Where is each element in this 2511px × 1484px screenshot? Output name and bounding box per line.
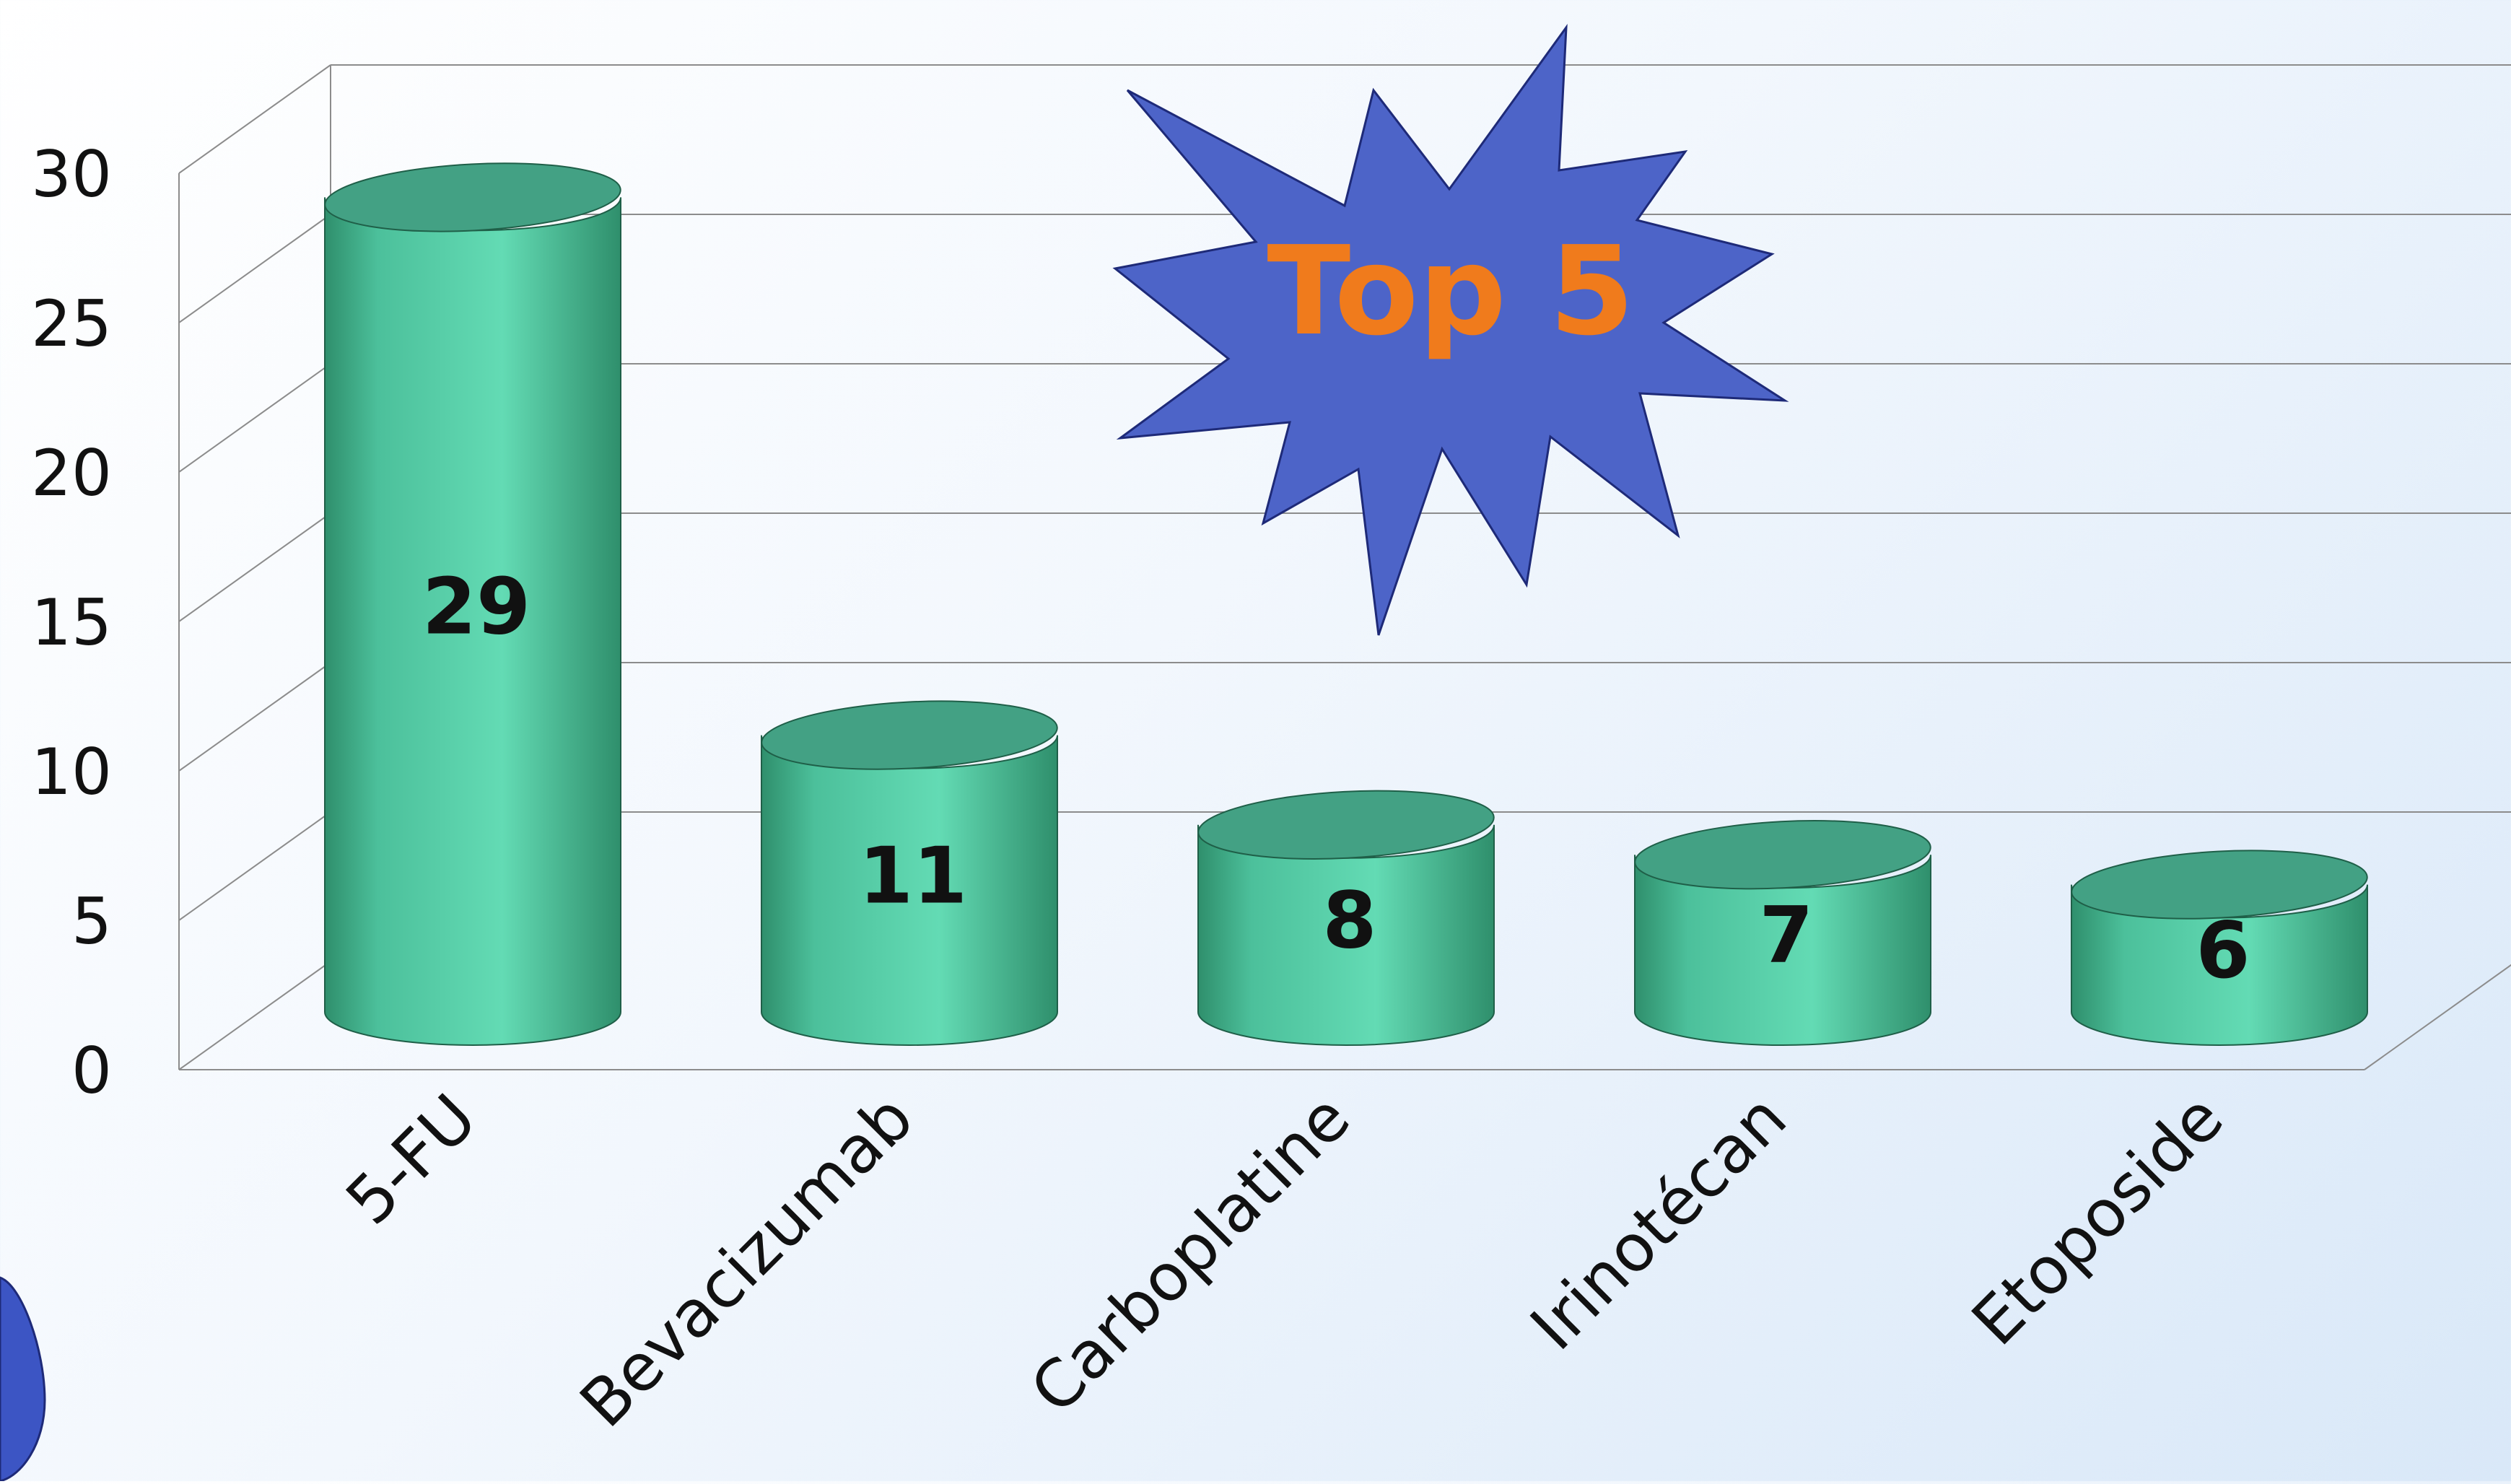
bar-top [1197,790,1495,860]
decoration [0,1276,46,1483]
gridline-diagonal [178,214,331,323]
y-tick-label: 25 [31,287,112,361]
x-tick-label: Carboplatine [1016,1080,1364,1428]
y-tick-label: 5 [71,884,112,959]
y-tick-label: 30 [31,137,112,211]
bar-layer: 29 11 8 7 6 [324,162,2368,1046]
bar-top [1634,820,1931,890]
data-label: 29 [422,562,530,652]
gridline-diagonal [178,961,331,1070]
data-label: 8 [1322,876,1376,966]
gridline-diagonal [178,811,331,921]
data-label: 11 [859,831,967,921]
gridline-diagonal [178,363,331,473]
bar-5: 6 [2071,850,2368,1046]
data-label: 6 [2196,906,2250,996]
y-tick-label: 15 [31,585,112,660]
bar-3: 8 [1197,790,1495,1046]
x-tick-label: 5-FU [332,1080,492,1239]
bar-top [324,162,621,232]
floor-right-edge [2364,964,2511,1070]
bar-top [761,700,1058,770]
y-tick-label: 0 [71,1034,112,1108]
x-axis-ticks: 5-FU Bevacizumab Carboplatine Irinotécan Eto… [332,1080,2238,1442]
gridline-diagonal [178,64,331,174]
bar-4: 7 [1634,820,1931,1046]
x-tick-label: Etoposide [1957,1080,2237,1360]
y-tick-label: 10 [31,735,112,809]
y-tick-label: 20 [31,436,112,510]
top5-label: Top 5 [1267,220,1634,363]
top5-badge: Top 5 [1112,24,1789,636]
gridline-diagonal [178,662,331,772]
gridline-diagonal [178,512,331,622]
bar-1: 29 [324,162,621,1046]
y-axis-ticks: 0 5 10 15 20 25 30 [31,137,112,1108]
data-label: 7 [1759,891,1813,981]
decorative-circle-shape [0,1276,46,1483]
x-tick-label: Bevacizumab [566,1080,928,1442]
x-tick-label: Irinotécan [1516,1080,1802,1365]
bar-2: 11 [761,700,1058,1046]
starburst-shape [1112,24,1789,636]
bar-top [2071,850,2368,920]
